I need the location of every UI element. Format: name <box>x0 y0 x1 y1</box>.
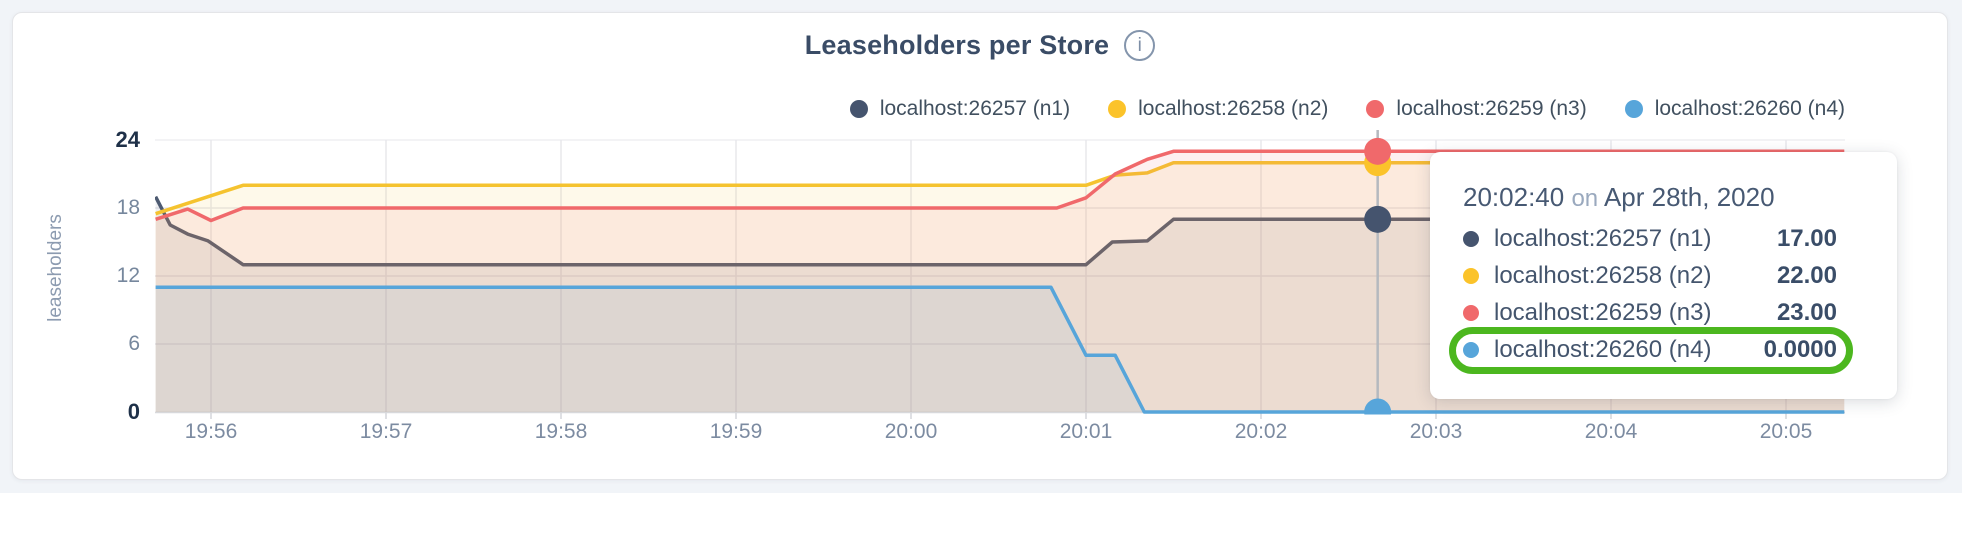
tooltip-timestamp: 20:02:40 on Apr 28th, 2020 <box>1463 182 1837 212</box>
legend-label: localhost:26258 (n2) <box>1138 97 1329 120</box>
legend: localhost:26257 (n1) localhost:26258 (n2)… <box>849 97 1845 121</box>
tooltip-series-label: localhost:26259 (n3) <box>1494 298 1712 326</box>
next-section <box>0 493 1962 534</box>
legend-item: localhost:26259 (n3) <box>1366 97 1587 121</box>
legend-dot-icon <box>1108 100 1127 118</box>
tooltip-series-label: localhost:26257 (n1) <box>1494 224 1712 252</box>
tooltip-row: localhost:26259 (n3) 23.00 <box>1463 294 1837 331</box>
series-dot-icon <box>1463 230 1479 247</box>
legend-label: localhost:26257 (n1) <box>879 97 1071 120</box>
legend-item: localhost:26260 (n4) <box>1624 97 1845 121</box>
chart-title: Leaseholders per Store <box>804 30 1110 60</box>
legend-dot-icon <box>1624 100 1643 118</box>
legend-item: localhost:26257 (n1) <box>849 97 1071 121</box>
series-area <box>155 287 1845 412</box>
tooltip-series-value: 0.0000 <box>1763 335 1837 363</box>
tooltip-series-value: 23.00 <box>1776 298 1837 326</box>
hover-point <box>1364 137 1392 165</box>
tooltip-series-label: localhost:26258 (n2) <box>1494 261 1712 289</box>
tooltip-on: on <box>1571 185 1599 212</box>
info-icon[interactable]: i <box>1124 30 1156 61</box>
series-line <box>155 149 1845 223</box>
hover-point <box>1364 398 1392 415</box>
hover-tooltip: 20:02:40 on Apr 28th, 2020 localhost:262… <box>1430 152 1897 399</box>
series-dot-icon <box>1463 267 1479 284</box>
tooltip-series-value: 17.00 <box>1776 224 1837 252</box>
legend-item: localhost:26258 (n2) <box>1108 97 1328 121</box>
legend-dot-icon <box>849 100 868 118</box>
y-axis-label: leaseholders <box>45 214 66 322</box>
tooltip-row: localhost:26258 (n2) 22.00 <box>1463 257 1837 294</box>
tooltip-row: localhost:26260 (n4) 0.0000 <box>1463 331 1837 368</box>
legend-dot-icon <box>1366 100 1385 118</box>
series-area <box>155 196 1845 412</box>
tooltip-series-value: 22.00 <box>1776 261 1837 289</box>
hover-layer <box>1364 130 1392 415</box>
hover-point <box>1364 205 1392 233</box>
tooltip-series-label: localhost:26260 (n4) <box>1494 335 1712 363</box>
series-area <box>155 151 1845 413</box>
tooltip-row: localhost:26257 (n1) 17.00 <box>1463 220 1837 257</box>
series-layer <box>155 149 1845 414</box>
tooltip-time: 20:02:40 <box>1463 182 1565 212</box>
series-dot-icon <box>1463 304 1479 321</box>
legend-label: localhost:26259 (n3) <box>1396 97 1587 120</box>
series-dot-icon <box>1463 341 1479 358</box>
series-line <box>155 285 1845 414</box>
legend-label: localhost:26260 (n4) <box>1654 97 1845 120</box>
tooltip-date: Apr 28th, 2020 <box>1603 182 1775 212</box>
series-line <box>155 195 1845 267</box>
tooltip-rows: localhost:26257 (n1) 17.00 localhost:26258… <box>1463 220 1837 368</box>
chart-header: Leaseholders per Store i <box>12 30 1948 61</box>
